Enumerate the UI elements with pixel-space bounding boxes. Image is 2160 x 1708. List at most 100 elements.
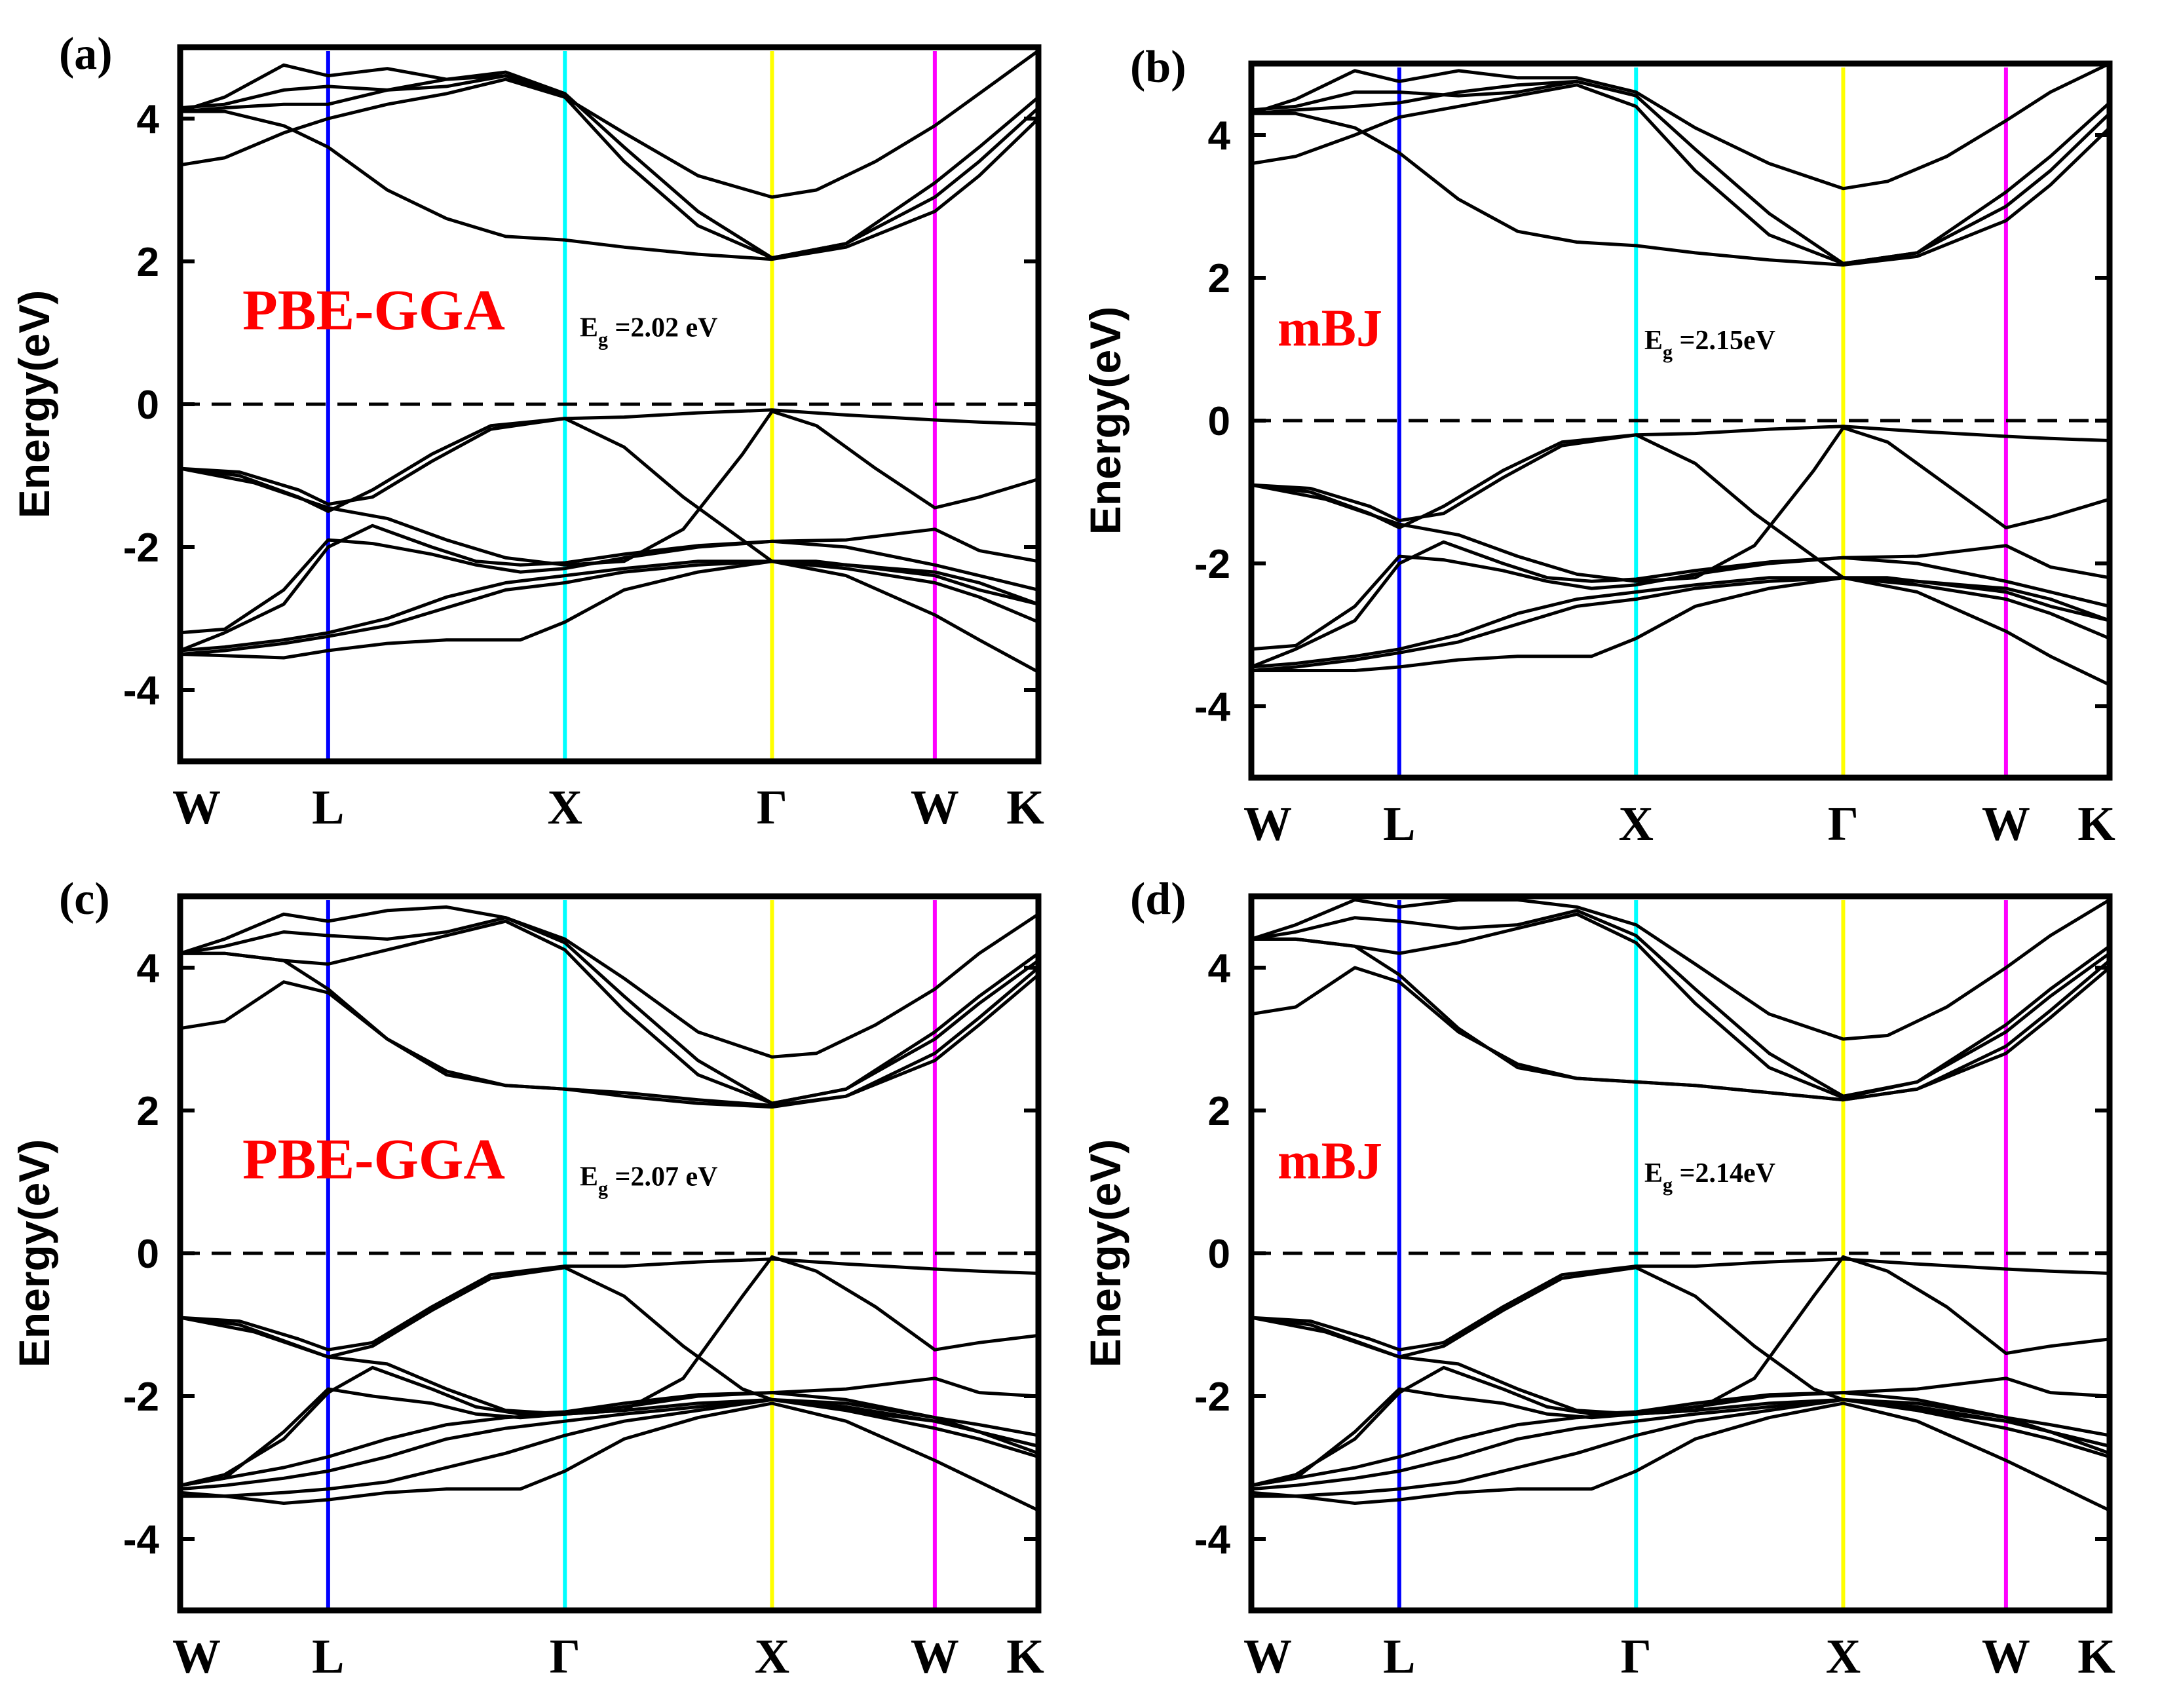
band-gap-label: Eg =2.07 eV <box>580 1162 717 1199</box>
kpoint-label: W <box>1982 1630 2030 1684</box>
band-VB6 <box>180 1401 1038 1512</box>
y-tick-label: -2 <box>123 1375 159 1420</box>
band-gap-subscript: g <box>598 328 608 350</box>
panel-label: (b) <box>1130 42 1186 92</box>
band-gap-subscript: g <box>598 1177 608 1199</box>
band-gap-value: =2.07 eV <box>608 1162 717 1192</box>
band-CB3 <box>180 919 1038 1105</box>
y-tick-label: 0 <box>137 383 159 428</box>
kpoint-label: K <box>1006 781 1044 835</box>
band-CB4 <box>180 48 1038 199</box>
kpoint-label: L <box>312 781 344 835</box>
kpoint-label: Γ <box>550 1630 580 1684</box>
band-gap-label: Eg =2.15eV <box>1644 326 1775 363</box>
band-VB6 <box>1251 1401 2110 1512</box>
method-label: PBE-GGA <box>242 279 505 343</box>
band-VB4 <box>1251 1397 2110 1491</box>
band-CB2 <box>1251 83 2110 265</box>
kpoint-label: L <box>1383 1630 1415 1684</box>
kpoint-label: W <box>172 1630 221 1684</box>
band-gap-symbol: E <box>1644 326 1663 356</box>
band-CB1 <box>1251 111 2110 267</box>
band-CB4 <box>1251 64 2110 191</box>
y-tick-label: 2 <box>137 1089 159 1134</box>
band-VB2 <box>1251 554 2110 651</box>
band-gap-subscript: g <box>1663 1174 1673 1196</box>
kpoint-label: X <box>1619 797 1654 851</box>
band-VB2 <box>180 538 1038 635</box>
band-gap-value: =2.02 eV <box>608 313 717 343</box>
band-CB2 <box>180 966 1038 1107</box>
band-gap-symbol: E <box>580 1162 598 1192</box>
band-gap-symbol: E <box>580 313 598 343</box>
y-tick-label: 4 <box>137 946 160 991</box>
band-lines <box>180 48 1038 674</box>
y-axis-title: Energy(eV) <box>1081 307 1129 535</box>
band-CB2 <box>1251 958 2110 1102</box>
band-CB3 <box>1251 912 2110 1099</box>
band-VB3 <box>180 560 1038 653</box>
kpoint-label: K <box>2077 1630 2115 1684</box>
band-VB4 <box>1251 576 2110 672</box>
band-gap-symbol: E <box>1644 1158 1663 1188</box>
band-lines <box>180 905 1038 1512</box>
method-label: mBJ <box>1278 300 1382 358</box>
band-gap-label: Eg =2.14eV <box>1644 1158 1775 1196</box>
method-label: mBJ <box>1278 1133 1382 1190</box>
y-axis-title: Energy(eV) <box>1081 1139 1129 1367</box>
y-tick-label: 4 <box>1208 113 1231 159</box>
band-lines <box>1251 64 2110 687</box>
band-VB8 <box>1251 426 2110 583</box>
method-label: PBE-GGA <box>242 1128 505 1192</box>
band-VB3 <box>1251 576 2110 669</box>
y-tick-label: 4 <box>137 97 160 142</box>
kpoint-label: L <box>312 1630 344 1684</box>
band-VB5 <box>180 560 1038 674</box>
y-tick-label: 0 <box>1208 1232 1230 1277</box>
band-CB5 <box>180 74 567 110</box>
kpoint-label: Γ <box>1621 1630 1652 1684</box>
band-VB9 <box>1251 1255 2110 1416</box>
kpoint-label: W <box>1243 1630 1292 1684</box>
band-CB4 <box>1251 909 2110 1098</box>
band-CB5 <box>1251 79 1638 112</box>
panel-label: (d) <box>1130 874 1186 924</box>
kpoint-label: K <box>2077 797 2115 851</box>
kpoint-label: X <box>1826 1630 1861 1684</box>
band-lines <box>1251 898 2110 1512</box>
band-VB6 <box>1251 433 2110 622</box>
panel-label: (a) <box>59 29 113 79</box>
y-tick-label: 4 <box>1208 946 1231 991</box>
band-VB4 <box>180 1397 1038 1491</box>
panel-label: (c) <box>59 874 110 924</box>
y-tick-label: 2 <box>1208 1089 1230 1134</box>
kpoint-label: Γ <box>757 781 787 835</box>
kpoint-label: W <box>911 781 959 835</box>
band-VB8 <box>180 409 1038 567</box>
y-tick-label: -2 <box>1194 1375 1230 1420</box>
band-gap-value: =2.14eV <box>1673 1158 1775 1188</box>
y-tick-label: -4 <box>123 668 160 713</box>
y-axis-title: Energy(eV) <box>10 1139 58 1367</box>
y-tick-label: 2 <box>137 240 159 285</box>
y-tick-label: -2 <box>123 525 159 571</box>
band-gap-subscript: g <box>1663 341 1673 363</box>
band-CB4 <box>180 916 1038 1105</box>
band-VB4 <box>180 560 1038 656</box>
kpoint-label: X <box>548 781 582 835</box>
kpoint-label: X <box>755 1630 789 1684</box>
kpoint-label: K <box>1006 1630 1044 1684</box>
kpoint-label: W <box>911 1630 959 1684</box>
band-VB5 <box>1251 576 2110 687</box>
y-tick-label: 0 <box>137 1232 159 1277</box>
band-CB1 <box>180 109 1038 261</box>
y-tick-label: -4 <box>123 1517 160 1563</box>
kpoint-label: L <box>1383 797 1415 851</box>
kpoint-label: W <box>172 781 221 835</box>
